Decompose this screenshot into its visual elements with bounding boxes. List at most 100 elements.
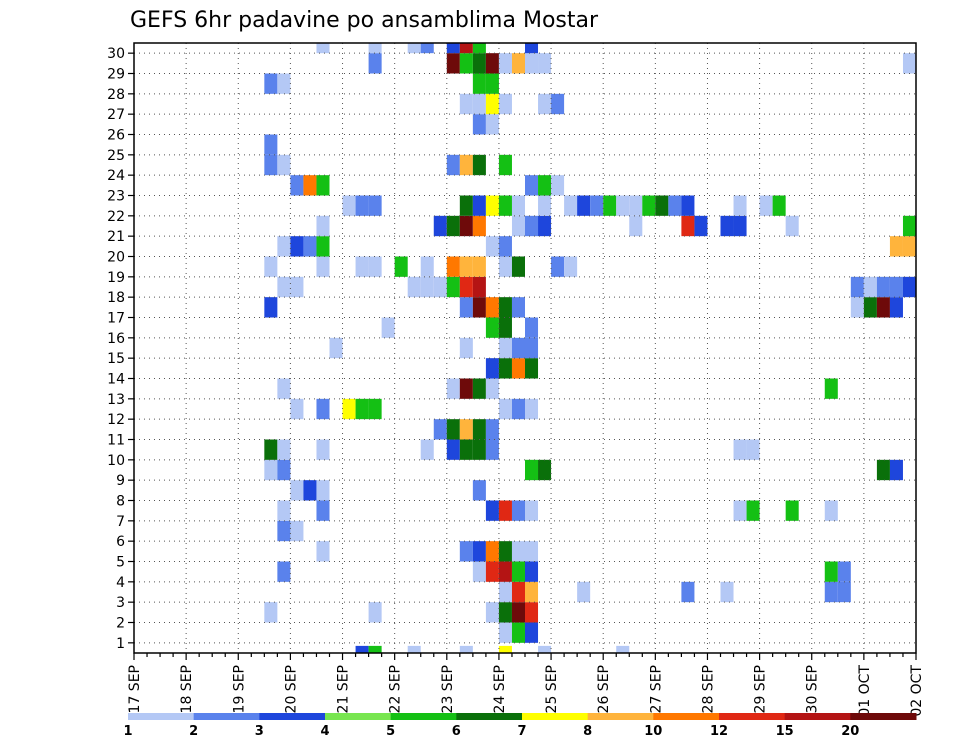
heatmap-cell bbox=[498, 256, 512, 277]
heatmap-cell bbox=[498, 622, 512, 643]
heatmap-cell bbox=[498, 236, 512, 257]
y-tick-label: 7 bbox=[116, 514, 125, 530]
heatmap-cell bbox=[459, 93, 473, 115]
heatmap-cell bbox=[459, 53, 473, 74]
heatmap-cell bbox=[316, 215, 330, 237]
y-tick-label: 16 bbox=[107, 331, 125, 347]
heatmap-cell bbox=[277, 378, 291, 399]
heatmap-cell bbox=[720, 215, 734, 237]
heatmap-cell bbox=[837, 561, 851, 582]
heatmap-cell bbox=[863, 276, 877, 298]
heatmap-cell bbox=[485, 500, 499, 521]
heatmap-cell bbox=[368, 398, 382, 420]
chart-title: GEFS 6hr padavine po ansamblima Mostar bbox=[130, 8, 599, 33]
heatmap-cell bbox=[472, 73, 486, 94]
y-tick-label: 9 bbox=[116, 473, 125, 489]
heatmap-cell bbox=[316, 43, 330, 54]
heatmap-cell bbox=[889, 276, 903, 298]
x-tick-label: 21 SEP bbox=[336, 665, 352, 713]
heatmap-cell bbox=[746, 439, 760, 460]
heatmap-cell bbox=[316, 256, 330, 277]
y-tick-label: 27 bbox=[107, 107, 125, 123]
heatmap-cell bbox=[511, 622, 525, 643]
heatmap-cell bbox=[264, 256, 278, 277]
heatmap-cell bbox=[277, 561, 291, 582]
heatmap-cell bbox=[498, 317, 512, 338]
legend-swatch bbox=[259, 713, 326, 720]
heatmap-cell bbox=[498, 297, 512, 318]
y-tick-label: 10 bbox=[107, 453, 125, 469]
heatmap-cell bbox=[863, 297, 877, 318]
y-tick-label: 30 bbox=[107, 46, 125, 62]
y-tick-label: 29 bbox=[107, 67, 125, 83]
heatmap-cell bbox=[511, 581, 525, 603]
heatmap-cell bbox=[446, 276, 460, 298]
heatmap-cell bbox=[498, 581, 512, 603]
heatmap-cell bbox=[420, 256, 434, 277]
y-tick-label: 22 bbox=[107, 209, 125, 225]
x-tick-label: 25 SEP bbox=[544, 665, 560, 713]
heatmap-cell bbox=[681, 215, 695, 237]
legend-swatch bbox=[850, 713, 917, 720]
legend-swatch bbox=[193, 713, 260, 720]
heatmap-cell bbox=[472, 215, 486, 237]
heatmap-cell bbox=[629, 195, 643, 216]
heatmap-cell bbox=[511, 358, 525, 379]
heatmap-cell bbox=[407, 43, 421, 54]
x-tick-label: 30 SEP bbox=[805, 665, 821, 713]
heatmap-cell bbox=[485, 297, 499, 318]
heatmap-cell bbox=[472, 93, 486, 115]
heatmap-cell bbox=[733, 439, 747, 460]
heatmap-cell bbox=[551, 256, 565, 277]
y-tick-label: 24 bbox=[107, 168, 125, 184]
heatmap-cell bbox=[459, 645, 473, 653]
heatmap-cell bbox=[525, 215, 539, 237]
heatmap-cell bbox=[277, 439, 291, 460]
heatmap-cell bbox=[511, 500, 525, 521]
heatmap-cell bbox=[264, 134, 278, 155]
heatmap-cell bbox=[785, 215, 799, 237]
heatmap-cell bbox=[277, 520, 291, 542]
heatmap-cell bbox=[303, 175, 317, 196]
heatmap-cell bbox=[538, 175, 552, 196]
heatmap-cell bbox=[446, 378, 460, 399]
x-tick-label: 17 SEP bbox=[127, 665, 143, 713]
heatmap-cell bbox=[303, 480, 317, 501]
heatmap-cell bbox=[355, 398, 369, 420]
x-tick-label: 24 SEP bbox=[492, 665, 508, 713]
heatmap-cell bbox=[511, 541, 525, 562]
heatmap-cell bbox=[420, 43, 434, 54]
y-tick-label: 19 bbox=[107, 270, 125, 286]
heatmap-cell bbox=[459, 419, 473, 440]
heatmap-cell bbox=[485, 114, 499, 135]
heatmap-cell bbox=[616, 645, 630, 653]
heatmap-cell bbox=[498, 602, 512, 623]
heatmap-cell bbox=[459, 276, 473, 298]
heatmap-cell bbox=[290, 398, 304, 420]
heatmap-cell bbox=[498, 53, 512, 74]
heatmap-cell bbox=[264, 154, 278, 176]
heatmap-cell bbox=[459, 337, 473, 359]
heatmap-cell bbox=[538, 645, 552, 653]
heatmap-cell bbox=[446, 439, 460, 460]
legend-label: 8 bbox=[583, 724, 592, 739]
gridlines bbox=[134, 43, 916, 653]
heatmap-cell bbox=[511, 53, 525, 74]
heatmap-cell bbox=[551, 93, 565, 115]
heatmap-cell bbox=[525, 43, 539, 54]
heatmap-cell bbox=[355, 195, 369, 216]
heatmap-cell bbox=[485, 561, 499, 582]
heatmap-cell bbox=[564, 195, 578, 216]
x-tick-label: 02 OCT bbox=[909, 665, 925, 717]
heatmap-cell bbox=[485, 358, 499, 379]
heatmap-cell bbox=[472, 256, 486, 277]
heatmap-cell bbox=[511, 398, 525, 420]
heatmap-cell bbox=[616, 195, 630, 216]
heatmap-cell bbox=[564, 256, 578, 277]
y-tick-label: 15 bbox=[107, 351, 125, 367]
heatmap-cell bbox=[277, 236, 291, 257]
heatmap-cell bbox=[538, 93, 552, 115]
heatmap-cell bbox=[472, 53, 486, 74]
heatmap-cell bbox=[303, 236, 317, 257]
heatmap-cell bbox=[837, 581, 851, 603]
